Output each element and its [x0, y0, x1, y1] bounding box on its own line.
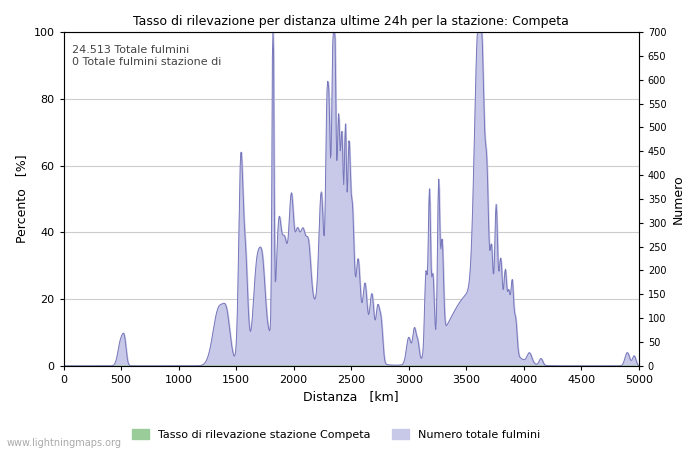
- Text: 24.513 Totale fulmini
0 Totale fulmini stazione di: 24.513 Totale fulmini 0 Totale fulmini s…: [72, 45, 222, 67]
- Title: Tasso di rilevazione per distanza ultime 24h per la stazione: Competa: Tasso di rilevazione per distanza ultime…: [133, 15, 569, 28]
- Y-axis label: Percento   [%]: Percento [%]: [15, 155, 28, 243]
- Text: www.lightningmaps.org: www.lightningmaps.org: [7, 438, 122, 448]
- X-axis label: Distanza   [km]: Distanza [km]: [303, 391, 399, 404]
- Legend: Tasso di rilevazione stazione Competa, Numero totale fulmini: Tasso di rilevazione stazione Competa, N…: [127, 425, 545, 445]
- Y-axis label: Numero: Numero: [672, 174, 685, 224]
